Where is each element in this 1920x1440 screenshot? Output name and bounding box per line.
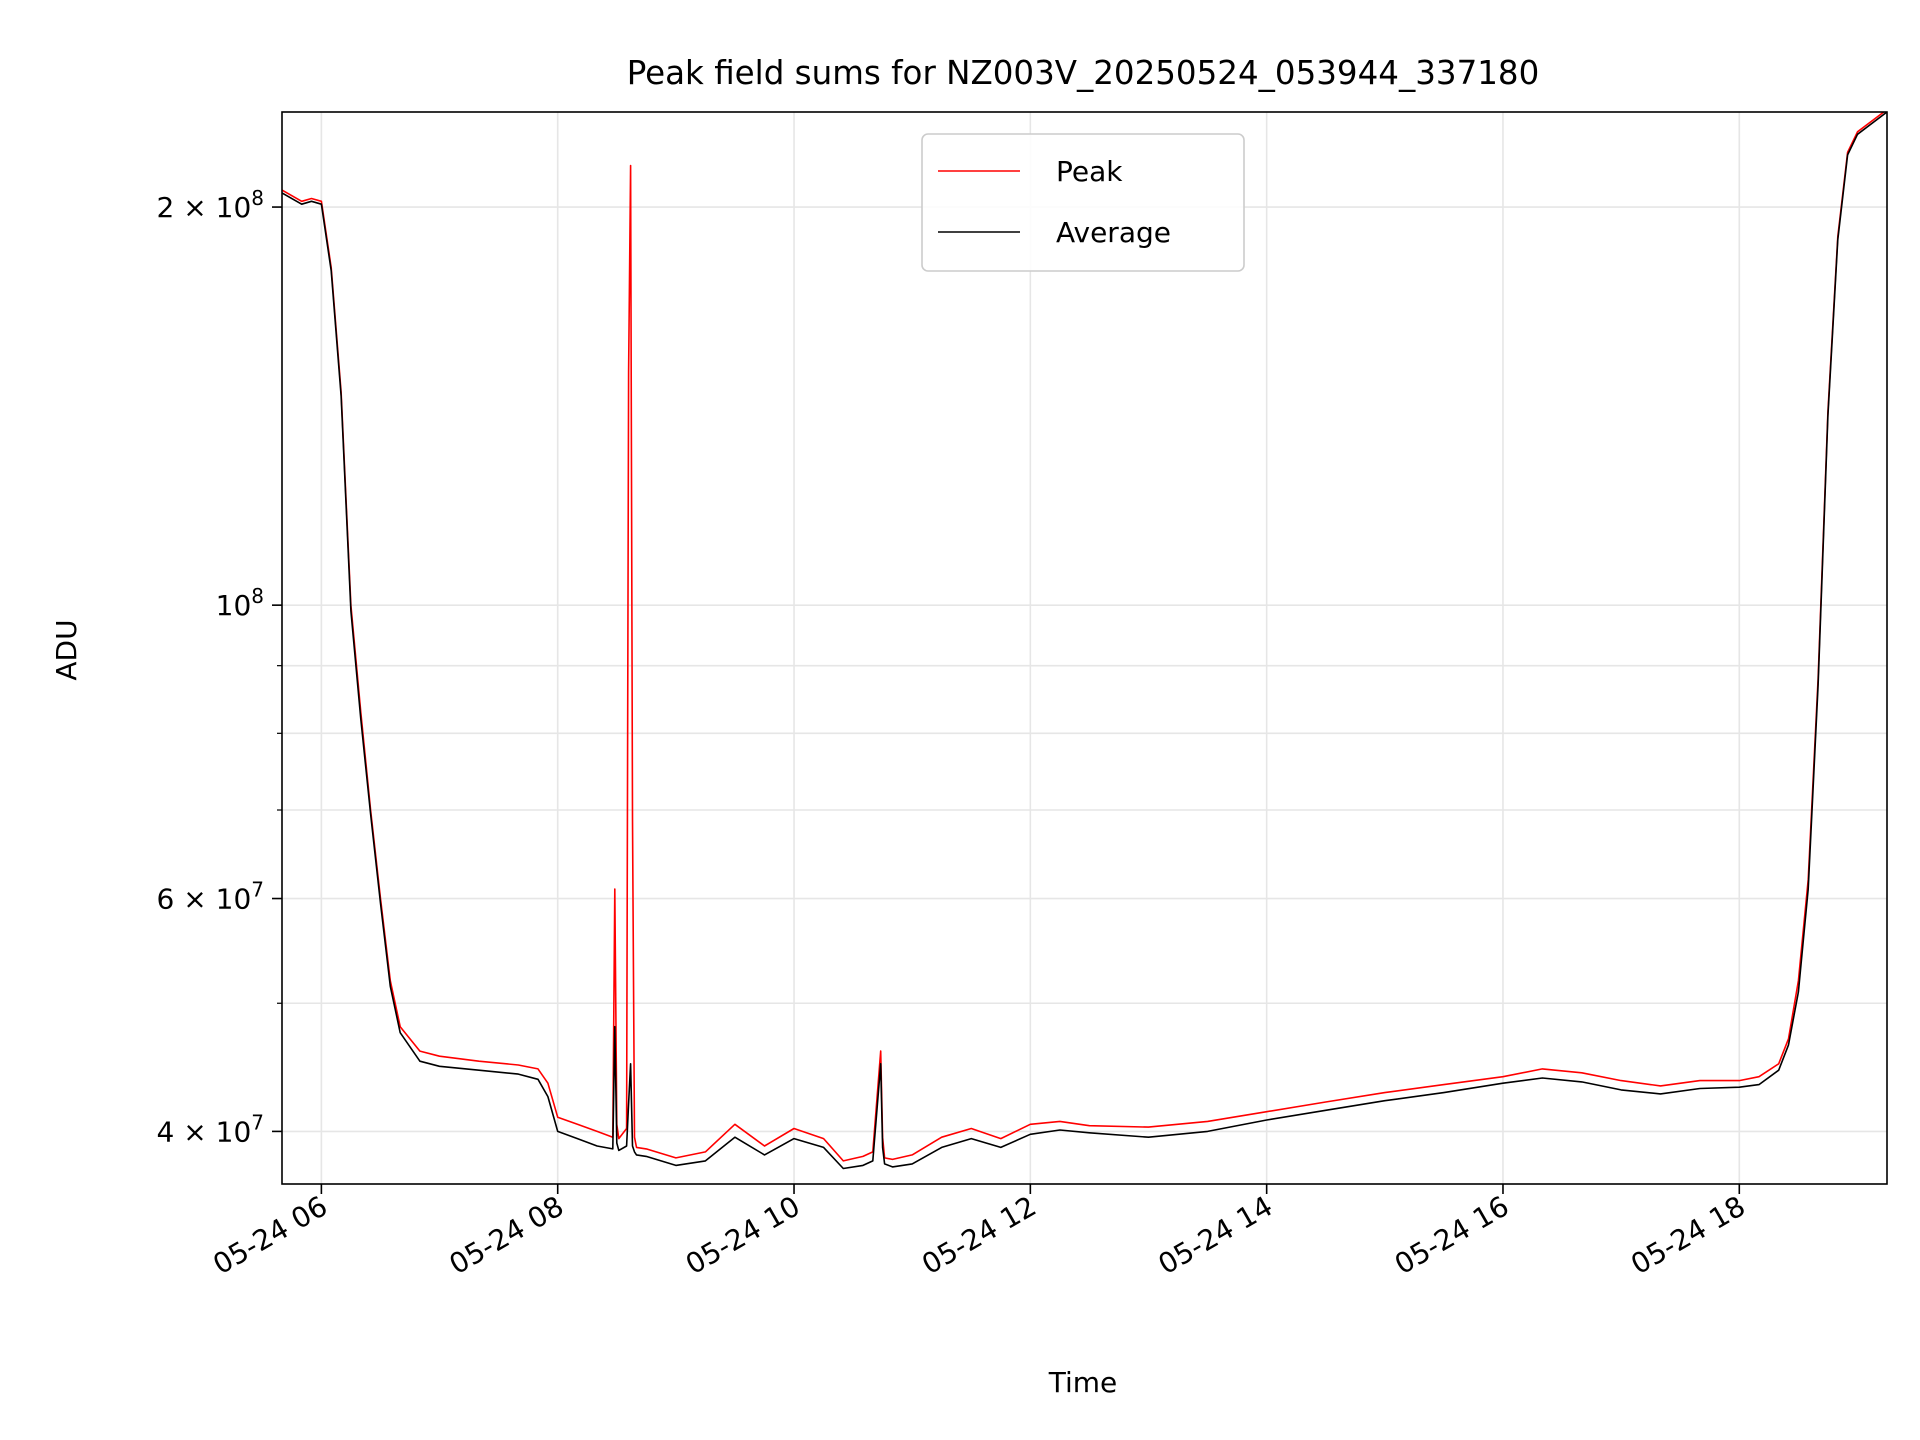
y-tick-label: 108 (216, 584, 264, 622)
legend-label-peak: Peak (1056, 155, 1123, 188)
chart-title: Peak field sums for NZ003V_20250524_0539… (627, 54, 1540, 92)
y-tick-label-base: 6 × 10 (157, 883, 252, 916)
y-tick-label-base: 10 (216, 589, 252, 622)
plot-area-frame (281, 111, 1888, 1185)
legend-box (921, 133, 1245, 272)
y-tick-label-exponent: 7 (251, 878, 264, 902)
y-tick-label-exponent: 8 (251, 584, 264, 608)
y-tick-label-exponent: 7 (251, 1110, 264, 1134)
x-axis-label: Time (1048, 1366, 1118, 1399)
y-tick-label-exponent: 8 (251, 186, 264, 210)
y-tick-label: 6 × 107 (157, 878, 264, 916)
y-tick-label: 4 × 107 (157, 1110, 264, 1148)
y-axis-label: ADU (50, 619, 83, 680)
series-line-average (282, 112, 1887, 1170)
y-tick-label: 2 × 108 (157, 186, 264, 224)
series-layer (282, 112, 1887, 1170)
series-line-peak (282, 112, 1886, 1162)
legend: Peak Average (921, 133, 1245, 272)
y-tick-label-base: 4 × 10 (157, 1115, 252, 1148)
y-tick-label-base: 2 × 10 (157, 191, 252, 224)
legend-label-average: Average (1056, 216, 1171, 249)
